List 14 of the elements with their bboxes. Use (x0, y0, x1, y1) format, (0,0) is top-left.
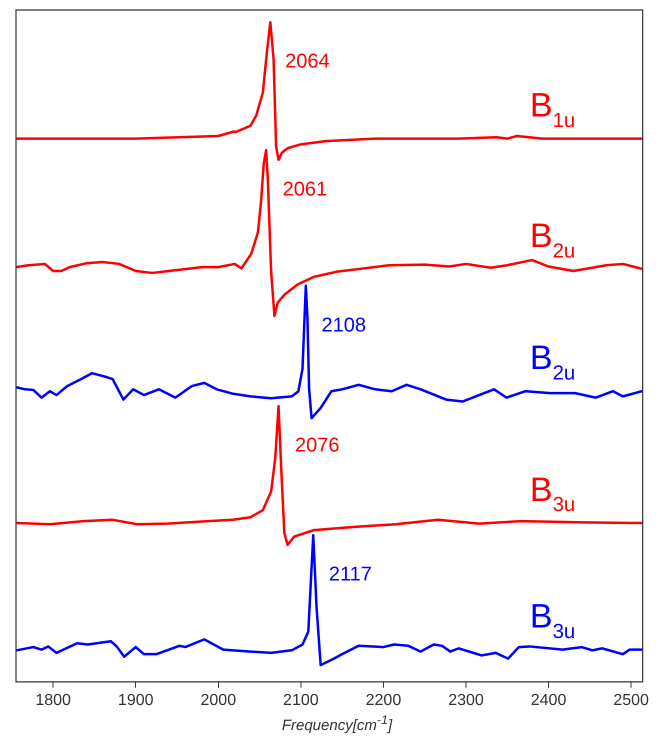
annotation: 2117 (328, 564, 372, 586)
x-tick-label: 2500 (613, 692, 650, 709)
annotation: 2064 (285, 50, 330, 73)
annotation: 2108 (321, 314, 366, 336)
x-tick-label: 2300 (448, 692, 484, 709)
x-tick-label: 1900 (118, 692, 154, 709)
annotation: 2061 (282, 178, 328, 201)
x-tick-label: 2400 (530, 692, 566, 709)
x-tick-label: 2100 (283, 692, 319, 709)
x-tick-label: 2200 (366, 692, 402, 709)
x-tick-label: 1800 (35, 692, 72, 709)
x-axis-title: Frequency[cm$^{-1}$] (280, 713, 394, 734)
x-tick-label: 2000 (200, 692, 236, 709)
annotation: 2076 (295, 434, 340, 457)
